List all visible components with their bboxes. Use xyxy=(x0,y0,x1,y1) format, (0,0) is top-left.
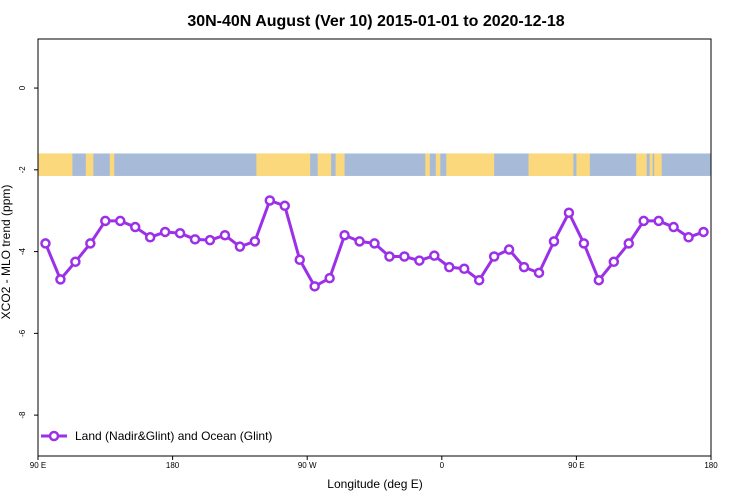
land-span xyxy=(425,153,430,176)
y-tick-label: -8 xyxy=(18,411,27,419)
data-point xyxy=(458,263,470,275)
x-tick-label: 180 xyxy=(704,461,718,470)
y-tick-label: -6 xyxy=(18,329,27,337)
data-point xyxy=(593,274,605,286)
land-span xyxy=(335,153,345,176)
data-point xyxy=(129,221,141,233)
x-axis: 90 E 180 90 W 0 90 E 180 xyxy=(30,456,718,470)
data-point xyxy=(40,238,51,249)
data-point xyxy=(503,244,515,255)
land-span xyxy=(576,153,590,176)
y-tick-label: 0 xyxy=(18,85,27,90)
data-point xyxy=(324,272,335,284)
x-tick-label: 90 E xyxy=(30,461,46,470)
plot-frame xyxy=(37,38,712,457)
data-point xyxy=(518,261,530,273)
data-point xyxy=(683,232,694,243)
land-ocean-strip xyxy=(38,153,711,176)
data-point xyxy=(638,215,649,227)
data-point xyxy=(414,255,425,266)
data-point xyxy=(115,215,126,227)
data-point xyxy=(533,267,545,279)
x-tick-label: 90 W xyxy=(298,461,317,470)
land-span xyxy=(85,153,94,176)
data-point xyxy=(264,195,276,206)
data-point xyxy=(369,238,380,249)
data-point xyxy=(189,234,201,245)
data-point xyxy=(429,250,440,261)
series-layer xyxy=(40,195,709,292)
land-span xyxy=(446,153,495,176)
data-point xyxy=(698,226,709,238)
land-span xyxy=(528,153,574,176)
data-point xyxy=(174,227,186,239)
y-tick-label: -2 xyxy=(18,166,27,174)
x-tick-label: 0 xyxy=(440,461,445,470)
data-point xyxy=(249,236,261,247)
data-point xyxy=(563,207,575,218)
y-tick-label: -4 xyxy=(18,247,27,255)
data-point xyxy=(85,238,96,249)
data-point xyxy=(384,251,395,262)
data-point xyxy=(55,274,66,285)
data-point xyxy=(399,251,410,262)
y-axis: 0 -2 -4 -6 -8 xyxy=(18,85,38,419)
data-point xyxy=(548,236,560,247)
land-span xyxy=(256,153,311,176)
data-point xyxy=(100,215,111,227)
x-tick-label: 180 xyxy=(166,461,180,470)
data-point xyxy=(608,256,620,268)
land-span xyxy=(649,153,653,176)
data-point xyxy=(653,215,664,227)
land-span xyxy=(109,153,115,176)
data-point xyxy=(309,281,320,292)
x-axis-label: Longitude (deg E) xyxy=(327,477,422,491)
legend: Land (Nadir&Glint) and Ocean (Glint) xyxy=(41,429,272,443)
data-point xyxy=(70,256,81,268)
data-point xyxy=(234,241,246,252)
x-tick-label: 90 E xyxy=(568,461,584,470)
legend-entry: Land (Nadir&Glint) and Ocean (Glint) xyxy=(75,429,272,443)
land-span xyxy=(654,153,662,176)
land-span xyxy=(435,153,441,176)
land-span xyxy=(38,153,73,176)
data-point xyxy=(219,229,231,241)
data-point xyxy=(294,254,305,266)
chart-title: 30N-40N August (Ver 10) 2015-01-01 to 20… xyxy=(187,13,564,30)
data-point xyxy=(354,236,365,247)
data-point xyxy=(623,238,634,249)
legend-swatch-marker xyxy=(48,430,60,442)
data-point xyxy=(144,232,156,243)
y-axis-label: XCO2 - MLO trend (ppm) xyxy=(0,185,13,320)
data-point xyxy=(339,229,350,241)
data-point xyxy=(444,261,455,273)
data-point xyxy=(578,238,590,249)
data-point xyxy=(279,200,291,212)
land-span xyxy=(317,153,332,176)
data-point xyxy=(488,251,500,262)
data-point xyxy=(159,226,171,238)
data-point xyxy=(204,234,216,246)
data-point xyxy=(473,274,485,286)
ocean-band xyxy=(38,153,711,176)
land-span xyxy=(636,153,647,176)
data-point xyxy=(668,221,679,233)
